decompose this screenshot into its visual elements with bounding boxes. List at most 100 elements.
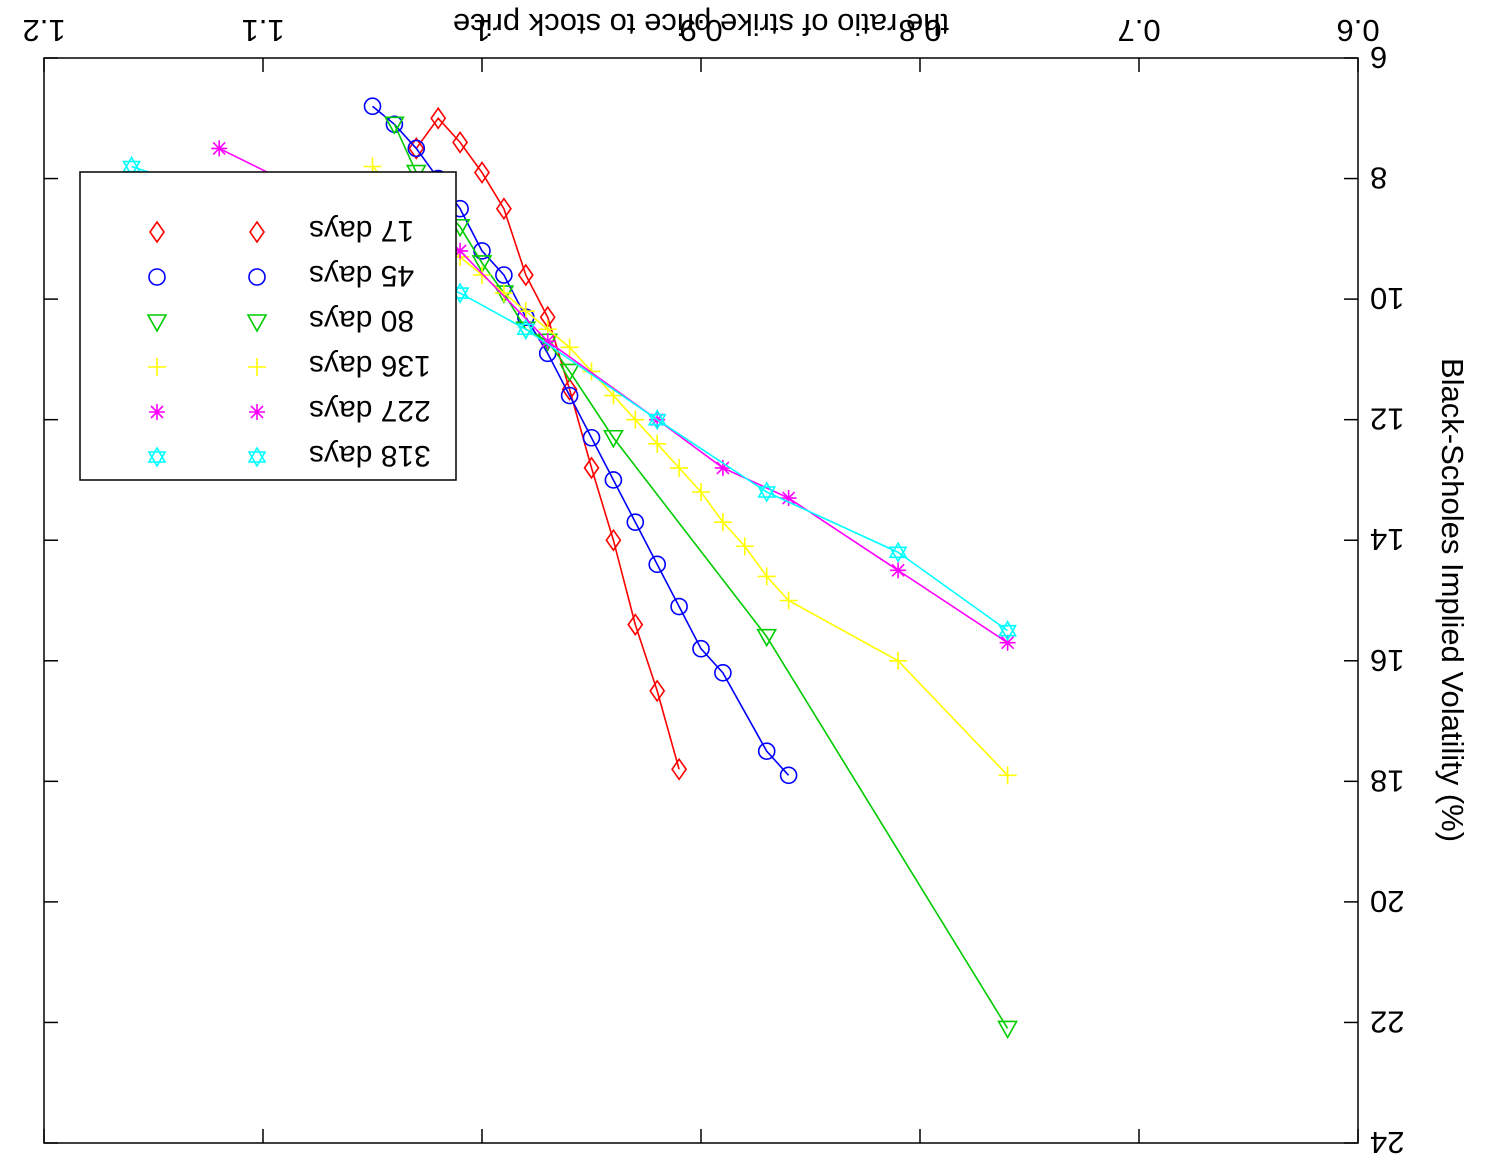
legend-marker-80-days-end (146, 314, 168, 333)
y-tick-label: 16 (1370, 643, 1404, 678)
legend-label-136-days: 136 days (309, 349, 431, 382)
data-point-17-days (627, 613, 644, 637)
data-point-136-days (998, 766, 1017, 785)
data-point-17-days (605, 528, 622, 552)
data-point-17-days (408, 137, 425, 160)
data-point-227-days (714, 459, 731, 476)
data-point-45-days (626, 513, 645, 531)
x-tick-label: 0.6 (1336, 13, 1379, 48)
data-point-227-days (780, 490, 797, 507)
data-point-318-days (998, 620, 1017, 642)
y-tick-label: 10 (1370, 281, 1404, 316)
data-point-136-days (626, 410, 645, 429)
y-tick-label: 20 (1370, 884, 1404, 919)
data-point-45-days (670, 597, 688, 616)
data-point-136-days (516, 302, 535, 321)
data-point-17-days (495, 197, 512, 221)
data-point-318-days (888, 541, 908, 563)
data-point-80-days (471, 255, 493, 274)
data-point-80-days (384, 116, 405, 135)
data-point-136-days (582, 362, 601, 381)
legend-marker-17-days-end (149, 220, 165, 244)
y-tick-label: 6 (1370, 40, 1387, 75)
data-point-227-days (539, 333, 556, 350)
data-point-318-days (516, 318, 536, 340)
data-point-45-days (648, 555, 667, 574)
data-point-45-days (363, 97, 382, 116)
rotated-plot-group: 0.6 0.7 0.8 0.9 1 1.1 1.2 6 8 10 12 14 16 18 20 22 24 17… (22, 7, 1470, 1160)
x-tick-label: 1.2 (22, 13, 65, 48)
data-point-136-days (779, 591, 798, 610)
legend-marker-318-days-end (147, 446, 167, 468)
data-point-45-days (692, 639, 710, 658)
series-line-17-days (415, 117, 680, 770)
data-point-136-days (473, 266, 491, 284)
y-axis-label: Black-Scholes Implied Volatility (%) (1435, 358, 1470, 842)
data-point-45-days (560, 386, 579, 405)
data-point-136-days (560, 338, 579, 357)
legend-marker-45-days-end (148, 268, 166, 286)
legend-box (79, 171, 457, 481)
legend-marker-80-days (246, 314, 268, 333)
data-point-17-days (649, 679, 666, 703)
legend-label-318-days: 318 days (309, 439, 431, 472)
data-point-80-days (603, 429, 624, 449)
legend-label-80-days: 80 days (309, 304, 414, 337)
data-point-227-days (890, 562, 907, 579)
data-point-45-days (495, 266, 513, 284)
data-point-136-days (692, 483, 710, 501)
data-point-136-days (889, 651, 908, 670)
data-point-80-days (997, 1020, 1018, 1040)
legend-marker-45-days (248, 268, 266, 286)
y-tick-label: 24 (1370, 1125, 1404, 1160)
data-point-45-days (604, 471, 623, 489)
data-point-227-days (999, 634, 1016, 651)
legend-marker-136-days-end (148, 358, 166, 376)
y-tick-label: 8 (1370, 161, 1387, 196)
data-point-17-days (583, 456, 600, 480)
series-line-80-days (393, 123, 1009, 1029)
y-tick-label: 22 (1370, 1004, 1404, 1039)
y-tick-label: 12 (1370, 402, 1404, 437)
data-point-227-days (452, 242, 469, 259)
legend-label-45-days: 45 days (309, 259, 414, 292)
data-point-45-days (779, 766, 798, 785)
data-point-318-days (647, 409, 667, 431)
x-tick-label: 0.8 (898, 13, 941, 48)
data-point-17-days (452, 130, 469, 154)
data-point-80-days (559, 363, 580, 383)
x-tick-label: 0.7 (1117, 13, 1160, 48)
data-point-45-days (714, 664, 732, 682)
data-point-136-days (713, 513, 732, 532)
data-point-45-days (407, 139, 426, 158)
y-tick-label: 18 (1370, 763, 1404, 798)
legend-label-227-days: 227 days (309, 394, 431, 427)
x-tick-label: 0.9 (679, 13, 722, 48)
data-point-136-days (648, 434, 667, 453)
data-point-17-days (671, 757, 688, 781)
data-point-136-days (670, 458, 689, 477)
data-point-136-days (757, 567, 776, 586)
legend: 17 days 45 days 80 days 136 days 227 days 318… (79, 171, 457, 481)
legend-label-17-days: 17 days (309, 214, 414, 247)
legend-marker-17-days (249, 220, 265, 244)
legend-marker-227-days (249, 404, 265, 420)
data-point-80-days (756, 628, 778, 648)
x-tick-label: 1.1 (241, 13, 284, 48)
data-point-45-days (757, 742, 776, 760)
axis-ticks: 0.6 0.7 0.8 0.9 1 1.1 1.2 6 8 10 12 14 16 18 20 22 24 (22, 13, 1404, 1160)
y-tick-label: 14 (1370, 522, 1404, 557)
data-point-318-days (757, 481, 777, 503)
x-tick-label: 1 (473, 13, 490, 48)
data-point-17-days (539, 305, 556, 329)
x-axis-label: the ratio of strike price to stock price (453, 7, 949, 42)
data-point-45-days (582, 428, 601, 447)
data-point-136-days (494, 284, 513, 303)
data-point-17-days (430, 106, 447, 130)
data-point-17-days (474, 161, 490, 184)
legend-marker-227-days-end (149, 404, 165, 420)
data-point-136-days (735, 537, 754, 556)
data-point-227-days (211, 140, 228, 157)
legend-marker-318-days (247, 446, 267, 468)
